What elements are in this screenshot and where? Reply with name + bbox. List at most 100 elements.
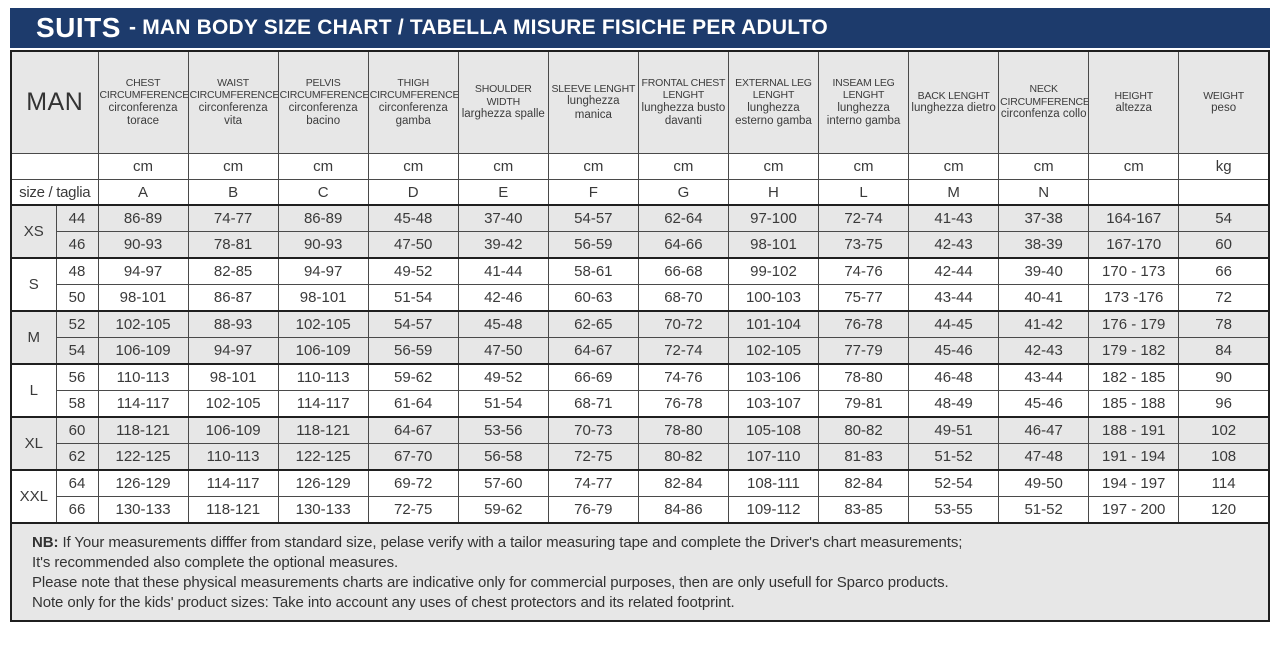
value-cell: 47-50 xyxy=(457,337,549,365)
value-cell: 39-40 xyxy=(998,257,1090,285)
value-cell: 72 xyxy=(1178,284,1270,312)
value-cell: 130-133 xyxy=(277,496,369,524)
value-cell: 72-74 xyxy=(817,204,910,232)
value-cell: 96 xyxy=(1178,390,1270,418)
value-cell: 105-108 xyxy=(727,416,820,444)
unit-waist-circumference: cm xyxy=(187,153,279,180)
value-cell: 188 - 191 xyxy=(1088,416,1180,444)
value-cell: 45-48 xyxy=(367,204,459,232)
column-name-en: HEIGHT xyxy=(1114,89,1153,102)
value-cell: 45-46 xyxy=(908,337,1000,365)
value-cell: 56-58 xyxy=(457,443,549,471)
letter-neck-circumference: N xyxy=(998,179,1090,206)
value-cell: 66-68 xyxy=(637,257,729,285)
units-row-blank xyxy=(10,153,99,180)
value-cell: 82-84 xyxy=(817,469,910,497)
value-cell: 88-93 xyxy=(187,310,279,338)
value-cell: 75-77 xyxy=(817,284,910,312)
unit-pelvis-circumference: cm xyxy=(277,153,369,180)
size-group-label: M xyxy=(10,310,57,365)
value-cell: 61-64 xyxy=(367,390,459,418)
table-row: 62 122-125 110-113 122-125 67-70 56-58 72-75 80… xyxy=(11,443,1270,471)
size-number: 62 xyxy=(55,443,99,471)
value-cell: 170 - 173 xyxy=(1088,257,1180,285)
value-cell: 54 xyxy=(1178,204,1270,232)
value-cell: 64-67 xyxy=(367,416,459,444)
column-header-height: HEIGHT altezza xyxy=(1088,50,1180,154)
value-cell: 114 xyxy=(1178,469,1270,497)
table-row: 46 90-93 78-81 90-93 47-50 39-42 56-59 64-66 98-… xyxy=(11,231,1270,259)
column-name-it: lunghezza esterno gamba xyxy=(735,101,812,128)
size-number: 54 xyxy=(55,337,99,365)
value-cell: 54-57 xyxy=(547,204,639,232)
value-cell: 73-75 xyxy=(817,231,910,259)
value-cell: 78-80 xyxy=(817,363,910,391)
value-cell: 51-52 xyxy=(908,443,1000,471)
value-cell: 72-75 xyxy=(367,496,459,524)
column-name-en: BACK LENGHT xyxy=(917,89,990,102)
value-cell: 122-125 xyxy=(277,443,369,471)
value-cell: 70-73 xyxy=(547,416,639,444)
value-cell: 47-50 xyxy=(367,231,459,259)
column-name-en: EXTERNAL LEG LENGHT xyxy=(735,76,812,102)
footer-line-1: NB: If Your measurements difffer from st… xyxy=(32,533,1248,553)
value-cell: 42-43 xyxy=(998,337,1090,365)
unit-shoulder-width: cm xyxy=(457,153,549,180)
letter-pelvis-circumference: C xyxy=(277,179,369,206)
value-cell: 98-101 xyxy=(727,231,820,259)
value-cell: 130-133 xyxy=(97,496,189,524)
value-cell: 78-80 xyxy=(637,416,729,444)
column-name-en: FRONTAL CHEST LENGHT xyxy=(641,76,726,102)
size-group-label: L xyxy=(10,363,57,418)
letter-height xyxy=(1088,179,1180,206)
page: SUITS - MAN BODY SIZE CHART / TABELLA MI… xyxy=(10,8,1270,622)
value-cell: 90-93 xyxy=(277,231,369,259)
value-cell: 167-170 xyxy=(1088,231,1180,259)
value-cell: 49-52 xyxy=(457,363,549,391)
value-cell: 49-52 xyxy=(367,257,459,285)
value-cell: 84-86 xyxy=(637,496,729,524)
letter-weight xyxy=(1178,179,1270,206)
value-cell: 126-129 xyxy=(277,469,369,497)
value-cell: 102 xyxy=(1178,416,1270,444)
column-name-en: PELVIS CIRCUMFERENCE xyxy=(279,76,369,102)
letter-back-lenght: M xyxy=(908,179,1000,206)
value-cell: 86-87 xyxy=(187,284,279,312)
value-cell: 53-55 xyxy=(908,496,1000,524)
size-number: 60 xyxy=(55,416,99,444)
value-cell: 110-113 xyxy=(187,443,279,471)
size-number: 48 xyxy=(55,257,99,285)
letter-waist-circumference: B xyxy=(187,179,279,206)
unit-thigh-circumference: cm xyxy=(367,153,459,180)
value-cell: 52-54 xyxy=(908,469,1000,497)
letter-frontal-chest-lenght: G xyxy=(637,179,729,206)
value-cell: 108-111 xyxy=(727,469,820,497)
man-header: MAN xyxy=(10,50,99,154)
column-header-external-leg-lenght: EXTERNAL LEG LENGHT lunghezza esterno gam… xyxy=(727,50,820,154)
value-cell: 39-42 xyxy=(457,231,549,259)
value-cell: 59-62 xyxy=(367,363,459,391)
value-cell: 72-75 xyxy=(547,443,639,471)
column-name-en: WEIGHT xyxy=(1203,89,1245,102)
value-cell: 118-121 xyxy=(187,496,279,524)
footer-line-3: Please note that these physical measurem… xyxy=(32,574,949,591)
value-cell: 102-105 xyxy=(277,310,369,338)
value-cell: 102-105 xyxy=(97,310,189,338)
title-text: - MAN BODY SIZE CHART / TABELLA MISURE F… xyxy=(128,16,828,39)
title-bar: SUITS - MAN BODY SIZE CHART / TABELLA MI… xyxy=(10,8,1270,48)
table-row: XXL 64 126-129 114-117 126-129 69-72 57-60 74-7… xyxy=(10,469,1270,524)
column-header-chest-circumference: CHEST CIRCUMFERENCE circonferenza torace xyxy=(97,50,189,154)
value-cell: 191 - 194 xyxy=(1088,443,1180,471)
unit-weight: kg xyxy=(1178,153,1270,180)
value-cell: 74-77 xyxy=(547,469,639,497)
value-cell: 86-89 xyxy=(277,204,369,232)
value-cell: 106-109 xyxy=(187,416,279,444)
column-header-neck-circumference: NECK CIRCUMFERENCE circonfenza collo xyxy=(998,50,1090,154)
table-row: S 48 94-97 82-85 94-97 49-52 41-44 58-61 66-68 99… xyxy=(10,257,1270,312)
value-cell: 118-121 xyxy=(277,416,369,444)
value-cell: 78 xyxy=(1178,310,1270,338)
value-cell: 179 - 182 xyxy=(1088,337,1180,365)
size-taglia-label: size / taglia xyxy=(10,179,99,206)
value-cell: 107-110 xyxy=(727,443,820,471)
table-row: 66 130-133 118-121 130-133 72-75 59-62 76-79 84… xyxy=(11,496,1270,524)
